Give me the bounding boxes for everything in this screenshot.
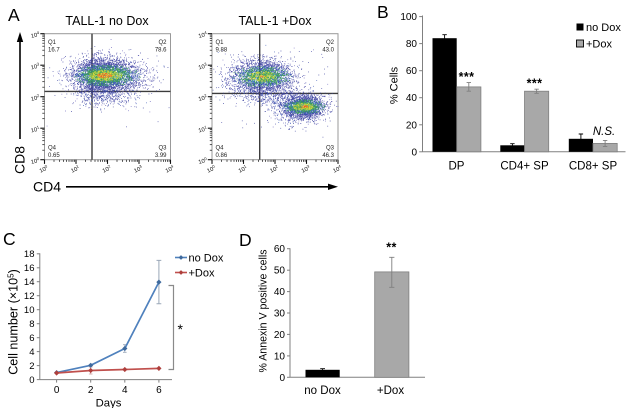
svg-text:+Dox: +Dox bbox=[377, 385, 404, 397]
svg-text:A: A bbox=[8, 5, 20, 25]
svg-text:104: 104 bbox=[164, 163, 176, 174]
svg-text:100: 100 bbox=[38, 163, 50, 174]
svg-text:40: 40 bbox=[406, 93, 418, 104]
svg-text:14: 14 bbox=[24, 277, 35, 288]
svg-text:46.3: 46.3 bbox=[322, 153, 334, 159]
svg-text:Q1: Q1 bbox=[216, 40, 225, 46]
svg-text:104: 104 bbox=[197, 30, 208, 40]
svg-text:102: 102 bbox=[197, 93, 208, 103]
svg-text:Days: Days bbox=[96, 397, 122, 408]
svg-text:16: 16 bbox=[24, 263, 35, 274]
svg-text:0: 0 bbox=[29, 375, 34, 386]
svg-text:104: 104 bbox=[30, 30, 41, 40]
svg-text:18: 18 bbox=[24, 249, 35, 260]
svg-text:10: 10 bbox=[24, 305, 35, 316]
svg-text:CD4+ SP: CD4+ SP bbox=[500, 161, 549, 173]
svg-text:0: 0 bbox=[54, 385, 60, 396]
svg-text:no Dox: no Dox bbox=[189, 253, 224, 265]
svg-text:***: *** bbox=[527, 77, 543, 91]
svg-text:80: 80 bbox=[406, 39, 418, 50]
svg-text:% Annexin V positive cells: % Annexin V positive cells bbox=[258, 249, 270, 372]
svg-text:60: 60 bbox=[274, 244, 286, 255]
svg-text:B: B bbox=[377, 2, 389, 22]
svg-text:D: D bbox=[239, 230, 252, 250]
svg-text:101: 101 bbox=[30, 124, 41, 134]
svg-text:60: 60 bbox=[406, 66, 418, 77]
svg-text:30: 30 bbox=[274, 309, 286, 320]
svg-text:no Dox: no Dox bbox=[586, 22, 621, 34]
svg-text:40: 40 bbox=[274, 287, 286, 298]
svg-text:Q4: Q4 bbox=[216, 146, 225, 152]
svg-text:2: 2 bbox=[29, 361, 34, 372]
svg-text:Q3: Q3 bbox=[158, 146, 167, 152]
svg-text:CD8: CD8 bbox=[12, 146, 28, 174]
svg-text:N.S.: N.S. bbox=[593, 126, 615, 138]
svg-text:100: 100 bbox=[30, 156, 41, 166]
svg-text:101: 101 bbox=[237, 163, 249, 174]
svg-text:TALL-1 no Dox: TALL-1 no Dox bbox=[65, 14, 149, 28]
svg-text:103: 103 bbox=[132, 163, 144, 174]
svg-text:6: 6 bbox=[156, 385, 162, 396]
svg-text:DP: DP bbox=[449, 161, 465, 173]
svg-text:100: 100 bbox=[197, 156, 208, 166]
svg-text:4: 4 bbox=[29, 347, 34, 358]
svg-text:Q3: Q3 bbox=[326, 146, 335, 152]
svg-text:*: * bbox=[178, 321, 184, 337]
svg-text:no Dox: no Dox bbox=[304, 385, 341, 397]
svg-text:103: 103 bbox=[197, 61, 208, 71]
svg-text:Q2: Q2 bbox=[158, 40, 167, 46]
svg-text:102: 102 bbox=[101, 163, 113, 174]
svg-text:104: 104 bbox=[331, 163, 343, 174]
svg-text:+Dox: +Dox bbox=[586, 39, 612, 51]
svg-text:CD4: CD4 bbox=[33, 179, 61, 195]
svg-text:C: C bbox=[3, 229, 16, 249]
svg-text:100: 100 bbox=[205, 163, 217, 174]
svg-text:0.86: 0.86 bbox=[216, 153, 228, 159]
svg-text:CD8+ SP: CD8+ SP bbox=[569, 161, 618, 173]
svg-text:Cell number (×105): Cell number (×105) bbox=[7, 269, 21, 375]
svg-text:101: 101 bbox=[197, 124, 208, 134]
svg-text:Q2: Q2 bbox=[326, 40, 335, 46]
svg-text:***: *** bbox=[459, 70, 475, 84]
svg-text:% Cells: % Cells bbox=[389, 66, 401, 104]
svg-text:20: 20 bbox=[274, 330, 286, 341]
svg-text:103: 103 bbox=[300, 163, 312, 174]
svg-text:0.65: 0.65 bbox=[48, 153, 60, 159]
svg-text:12: 12 bbox=[24, 291, 35, 302]
svg-text:Q1: Q1 bbox=[48, 40, 57, 46]
svg-text:101: 101 bbox=[69, 163, 81, 174]
svg-text:20: 20 bbox=[406, 120, 418, 131]
svg-text:43.0: 43.0 bbox=[322, 48, 334, 54]
svg-text:8: 8 bbox=[29, 319, 34, 330]
svg-text:10: 10 bbox=[274, 351, 286, 362]
svg-text:**: ** bbox=[386, 241, 397, 255]
svg-text:50: 50 bbox=[274, 266, 286, 277]
svg-text:16.7: 16.7 bbox=[48, 48, 60, 54]
svg-text:78.6: 78.6 bbox=[155, 48, 167, 54]
svg-text:102: 102 bbox=[268, 163, 280, 174]
svg-text:6: 6 bbox=[29, 333, 34, 344]
svg-text:100: 100 bbox=[400, 12, 417, 23]
svg-text:103: 103 bbox=[30, 61, 41, 71]
svg-text:102: 102 bbox=[30, 93, 41, 103]
svg-text:9.88: 9.88 bbox=[216, 48, 228, 54]
svg-text:0: 0 bbox=[411, 147, 417, 158]
svg-text:4: 4 bbox=[122, 385, 128, 396]
svg-text:0: 0 bbox=[279, 373, 285, 384]
svg-text:TALL-1 +Dox: TALL-1 +Dox bbox=[238, 14, 312, 28]
svg-text:2: 2 bbox=[88, 385, 94, 396]
svg-text:Q4: Q4 bbox=[48, 146, 57, 152]
svg-text:+Dox: +Dox bbox=[189, 268, 215, 280]
svg-text:3.99: 3.99 bbox=[155, 153, 167, 159]
